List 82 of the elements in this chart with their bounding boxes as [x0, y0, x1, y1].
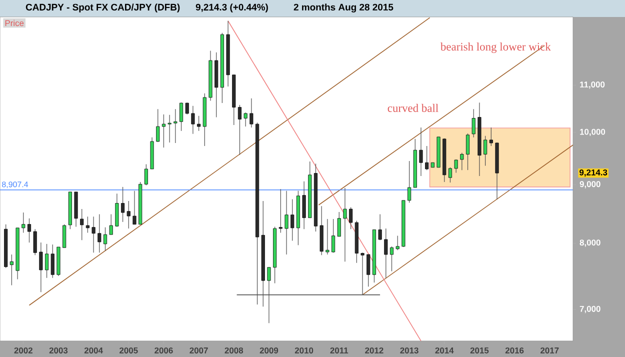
x-tick-label: 2009	[260, 347, 278, 354]
candlestick	[162, 114, 166, 148]
candlestick	[466, 133, 470, 170]
x-tick-label: 2010	[294, 347, 314, 354]
candlestick	[126, 200, 130, 229]
candlestick	[168, 114, 172, 143]
candlestick	[27, 218, 32, 243]
x-tick-label: 2014	[435, 347, 454, 354]
candlestick	[179, 102, 184, 132]
candlestick	[278, 188, 282, 234]
candlestick	[80, 208, 84, 240]
candlestick	[197, 116, 201, 132]
candlestick	[238, 104, 242, 156]
candlestick	[92, 216, 96, 253]
candlestick	[103, 227, 108, 252]
candlestick	[98, 214, 102, 253]
candlestick	[86, 216, 90, 234]
x-tick-label: 2007	[190, 347, 208, 354]
candlestick	[419, 127, 423, 176]
y-tick-label: 7,000	[580, 306, 600, 314]
chart-title: CADJPY - Spot FX CAD/JPY (DFB)	[26, 4, 180, 12]
candlestick	[284, 190, 288, 255]
candlestick	[484, 136, 488, 166]
x-tick-label: 2006	[154, 347, 173, 354]
candlestick	[144, 164, 148, 186]
candlestick	[121, 186, 125, 222]
x-tick-label: 2004	[84, 347, 103, 354]
candlestick	[396, 235, 400, 250]
candlestick	[250, 98, 254, 128]
candlestick	[332, 218, 336, 253]
x-tick-label: 2016	[505, 347, 524, 354]
candlestick	[185, 102, 189, 115]
candlestick	[132, 190, 136, 225]
candlestick	[115, 193, 119, 228]
y-tick-label: 10,000	[580, 128, 606, 136]
candlestick	[349, 206, 353, 230]
x-tick-label: 2012	[365, 347, 384, 354]
y-tick-label: 11,000	[580, 82, 605, 89]
candlestick	[454, 159, 458, 174]
candlestick	[326, 218, 330, 255]
x-tick-label: 2005	[120, 347, 138, 354]
candlestick	[302, 181, 306, 230]
candlestick	[366, 254, 370, 287]
candlestick	[378, 214, 382, 240]
candlestick	[156, 108, 160, 142]
x-tick-label: 2003	[49, 347, 68, 354]
candlestick	[425, 146, 429, 170]
x-tick-label: 2002	[14, 347, 32, 354]
x-tick-label: 2011	[330, 347, 348, 354]
candlestick	[33, 228, 37, 256]
annotation: bearish long lower wick	[440, 42, 551, 53]
candlestick	[448, 167, 452, 183]
candlestick	[343, 188, 347, 262]
candlestick	[472, 108, 476, 138]
x-tick-label: 2013	[400, 347, 418, 354]
y-tick-label: 8,000	[580, 240, 600, 247]
candlestick	[191, 106, 195, 134]
candlestick	[10, 254, 14, 286]
candlestick	[290, 198, 294, 242]
candlestick	[50, 244, 54, 278]
x-tick-label: 2015	[470, 347, 489, 354]
candlestick	[45, 244, 49, 278]
candlestick	[408, 160, 412, 203]
candlestick	[460, 152, 464, 170]
candlestick	[337, 212, 341, 237]
text: 2 months Aug 28 2015	[294, 4, 394, 12]
annotation: curved ball	[388, 104, 438, 112]
chart-subtitle: 9,214.3 (+0.44%)	[196, 4, 268, 12]
candlestick	[174, 108, 178, 144]
text: 9,214.3	[580, 169, 608, 177]
candlestick	[22, 212, 26, 234]
candlestick	[62, 224, 66, 248]
candlestick	[390, 246, 394, 272]
candlestick	[244, 112, 248, 127]
candlestick	[384, 228, 388, 278]
x-tick-label: 2008	[224, 347, 244, 354]
candlestick	[109, 214, 113, 235]
candlestick	[489, 127, 493, 146]
annotation: Price	[5, 20, 24, 26]
y-tick-label: 9,000	[580, 181, 600, 188]
candlestick	[39, 242, 43, 292]
x-tick-label: 2017	[540, 347, 559, 354]
